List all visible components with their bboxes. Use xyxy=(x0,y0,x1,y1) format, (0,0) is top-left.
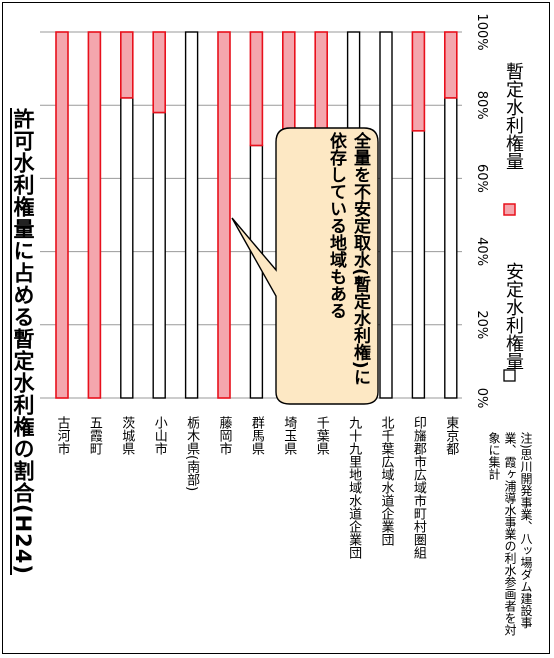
bar-provisional xyxy=(249,31,264,147)
callout-text: 全量を不安定取水(暫定水利権)に依存している地域もある xyxy=(326,132,370,386)
bar-stable xyxy=(249,144,264,399)
axis-tick-label: 60% xyxy=(474,164,489,193)
axis-tick-label: 20% xyxy=(474,310,489,339)
bar-provisional xyxy=(120,31,134,99)
bar-provisional xyxy=(152,31,166,114)
legend-stable-marker xyxy=(503,369,516,382)
category-label: 栃木県(南部) xyxy=(184,416,200,491)
axis-tick-label: 40% xyxy=(474,237,489,266)
axis-tick-label: 0% xyxy=(474,388,489,409)
category-label: 群馬県 xyxy=(249,416,265,455)
axis-tick-label: 80% xyxy=(474,91,489,120)
chart-title: 許可水利権量に占める暫定水利権の割合(H24) xyxy=(11,108,35,575)
category-label: 千葉県 xyxy=(314,416,330,455)
category-label: 北千葉広域水道企業団 xyxy=(379,416,395,547)
category-label: 古河市 xyxy=(55,416,71,455)
legend-provisional-marker xyxy=(503,203,516,216)
bar-stable xyxy=(184,31,199,399)
bar-provisional xyxy=(87,31,102,399)
category-label: 印旛郡市広域市町村圏組 xyxy=(411,416,427,559)
category-label: 埼玉県 xyxy=(281,416,297,455)
category-label: 九十九里地域水道企業団 xyxy=(346,416,362,560)
bar-stable xyxy=(120,97,134,399)
axis-tick-label: 100% xyxy=(474,13,489,50)
bar-stable xyxy=(379,31,393,399)
legend-provisional-label: 暫定水利権量 xyxy=(503,62,524,170)
chart-note: 注)思川開発事業、八ッ場ダム建設事業、霞ヶ浦導水事業の利水参画者を対象に集計 xyxy=(487,432,533,636)
category-label: 藤岡市 xyxy=(217,416,233,455)
bar-stable xyxy=(152,111,166,399)
legend-stable-label: 安定水利権量 xyxy=(503,262,524,370)
category-label: 茨城県 xyxy=(119,416,135,455)
bar-stable xyxy=(411,130,426,399)
bar-provisional xyxy=(281,31,296,139)
bar-provisional xyxy=(443,31,458,99)
category-label: 小山市 xyxy=(152,416,168,455)
category-label: 東京都 xyxy=(443,415,459,455)
bar-provisional xyxy=(217,31,231,399)
bar-provisional xyxy=(411,31,426,132)
callout-bubble xyxy=(231,127,379,405)
bar-stable xyxy=(444,97,458,399)
category-label: 五霞町 xyxy=(87,416,103,455)
bar-provisional xyxy=(55,31,69,399)
